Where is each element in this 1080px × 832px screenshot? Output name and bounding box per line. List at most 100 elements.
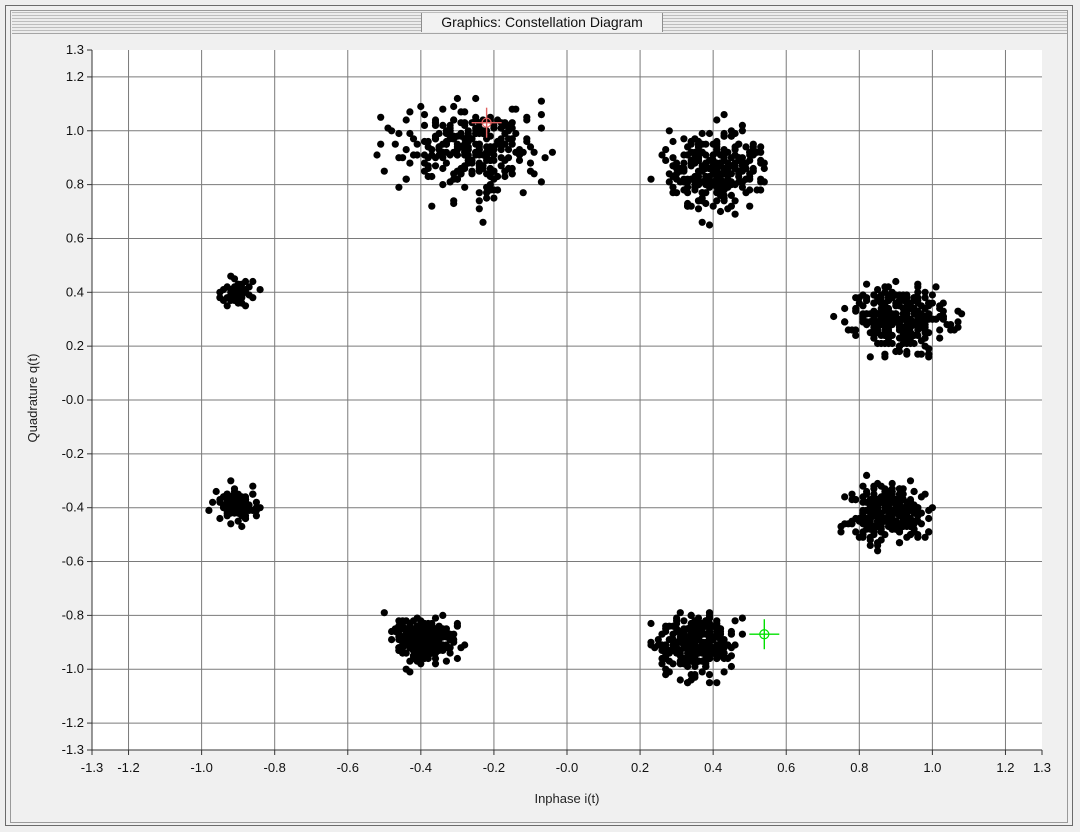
data-point: [512, 129, 520, 138]
data-point: [435, 633, 443, 641]
data-point: [380, 167, 388, 175]
data-point: [523, 116, 531, 124]
data-point: [713, 641, 721, 649]
data-point: [669, 189, 677, 197]
data-point: [669, 660, 677, 668]
data-point: [252, 512, 260, 520]
data-point: [716, 636, 725, 644]
data-point: [914, 326, 922, 334]
data-point: [508, 105, 516, 113]
data-point: [936, 302, 944, 310]
data-point: [673, 175, 681, 183]
data-point: [914, 512, 922, 520]
data-point: [238, 522, 246, 531]
data-point: [680, 135, 688, 143]
data-point: [475, 197, 483, 205]
data-point: [402, 146, 410, 154]
data-point: [464, 129, 472, 138]
data-point: [713, 170, 721, 178]
data-point: [399, 154, 407, 162]
data-point: [256, 286, 264, 294]
data-point: [921, 321, 929, 329]
data-point: [727, 162, 736, 170]
data-point: [749, 148, 757, 156]
cursors[interactable]: [471, 107, 780, 650]
red-cursor[interactable]: [471, 107, 502, 138]
data-point: [691, 662, 699, 671]
data-point: [877, 517, 885, 525]
data-point: [698, 668, 706, 676]
data-point: [497, 146, 505, 154]
data-point: [497, 162, 505, 170]
data-point: [424, 638, 432, 646]
data-point: [691, 671, 699, 679]
data-point: [906, 304, 915, 313]
data-point: [738, 154, 747, 162]
data-point: [384, 124, 392, 132]
data-point: [450, 638, 458, 646]
data-point: [461, 183, 469, 191]
data-point: [874, 539, 882, 547]
data-point: [676, 609, 684, 617]
data-point: [446, 630, 454, 638]
data-point: [760, 164, 768, 173]
data-point: [409, 641, 418, 649]
data-point: [548, 148, 557, 156]
data-point: [848, 520, 856, 528]
data-point: [727, 630, 736, 638]
data-point: [716, 625, 725, 633]
data-point: [530, 148, 538, 156]
green-cursor[interactable]: [749, 619, 780, 650]
data-point: [702, 662, 710, 671]
window-title: Graphics: Constellation Diagram: [421, 13, 663, 32]
data-point: [223, 302, 231, 310]
data-point: [453, 151, 461, 159]
data-point: [852, 304, 860, 313]
data-point: [669, 630, 677, 638]
data-point: [417, 617, 425, 625]
y-tick-label: -0.0: [62, 392, 84, 407]
data-point: [216, 514, 224, 523]
data-point: [694, 205, 703, 213]
data-point: [526, 159, 535, 167]
data-point: [461, 121, 469, 129]
data-point: [435, 129, 443, 138]
data-point: [914, 283, 922, 291]
cursor-center: [759, 629, 770, 640]
data-point: [483, 156, 491, 164]
data-point: [859, 528, 867, 536]
data-point: [428, 172, 436, 181]
data-point: [859, 509, 867, 517]
data-point: [899, 512, 907, 520]
data-point: [227, 477, 235, 485]
data-point: [950, 326, 958, 334]
data-point: [852, 528, 860, 536]
data-point: [252, 498, 260, 506]
data-point: [757, 175, 765, 183]
data-point: [757, 143, 765, 151]
data-point: [486, 181, 494, 189]
data-point: [673, 614, 681, 622]
data-point: [709, 202, 717, 210]
data-point: [724, 170, 732, 178]
data-point: [884, 487, 893, 496]
data-point: [727, 202, 736, 210]
data-point: [673, 619, 681, 628]
data-point: [877, 291, 885, 299]
data-point: [698, 638, 706, 646]
data-point: [702, 654, 710, 663]
data-point: [680, 167, 688, 175]
data-point: [892, 277, 900, 286]
data-point: [738, 630, 747, 638]
data-point: [439, 105, 447, 113]
data-point: [731, 197, 739, 205]
data-point: [684, 202, 692, 210]
data-point: [870, 312, 878, 321]
data-point: [420, 121, 429, 129]
data-point: [705, 129, 714, 138]
data-point: [431, 116, 440, 124]
data-point: [234, 517, 242, 525]
data-point: [669, 162, 677, 170]
data-point: [881, 321, 889, 329]
